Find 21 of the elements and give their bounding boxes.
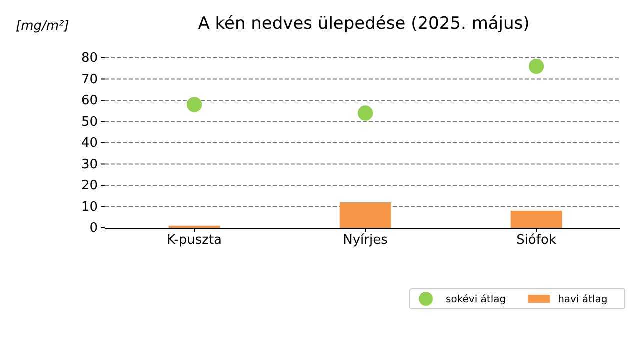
y-tick-label: 40 <box>81 136 98 152</box>
point <box>528 58 544 74</box>
x-tick-label: Nyírjes <box>343 233 388 248</box>
bar <box>340 202 392 228</box>
y-tick-label: 80 <box>81 51 98 66</box>
y-tick-label: 0 <box>90 221 98 236</box>
chart-title: A kén nedves ülepedése (2025. május) <box>198 14 530 34</box>
x-tick-label: K-puszta <box>166 233 222 248</box>
y-tick-label: 70 <box>81 72 98 88</box>
x-tick-label: Siófok <box>516 233 557 248</box>
legend-label: sokévi átlag <box>446 294 506 306</box>
y-tick-label: 60 <box>81 94 98 109</box>
y-tick-label: 30 <box>81 157 98 172</box>
point <box>358 106 374 121</box>
y-tick-label: 50 <box>81 114 98 130</box>
bar <box>510 211 562 228</box>
legend-label: havi átlag <box>558 294 608 306</box>
y-axis-title: [mg/m²] <box>16 19 70 34</box>
y-tick-label: 20 <box>81 178 98 194</box>
y-tick-label: 10 <box>81 200 98 215</box>
point <box>186 97 202 112</box>
